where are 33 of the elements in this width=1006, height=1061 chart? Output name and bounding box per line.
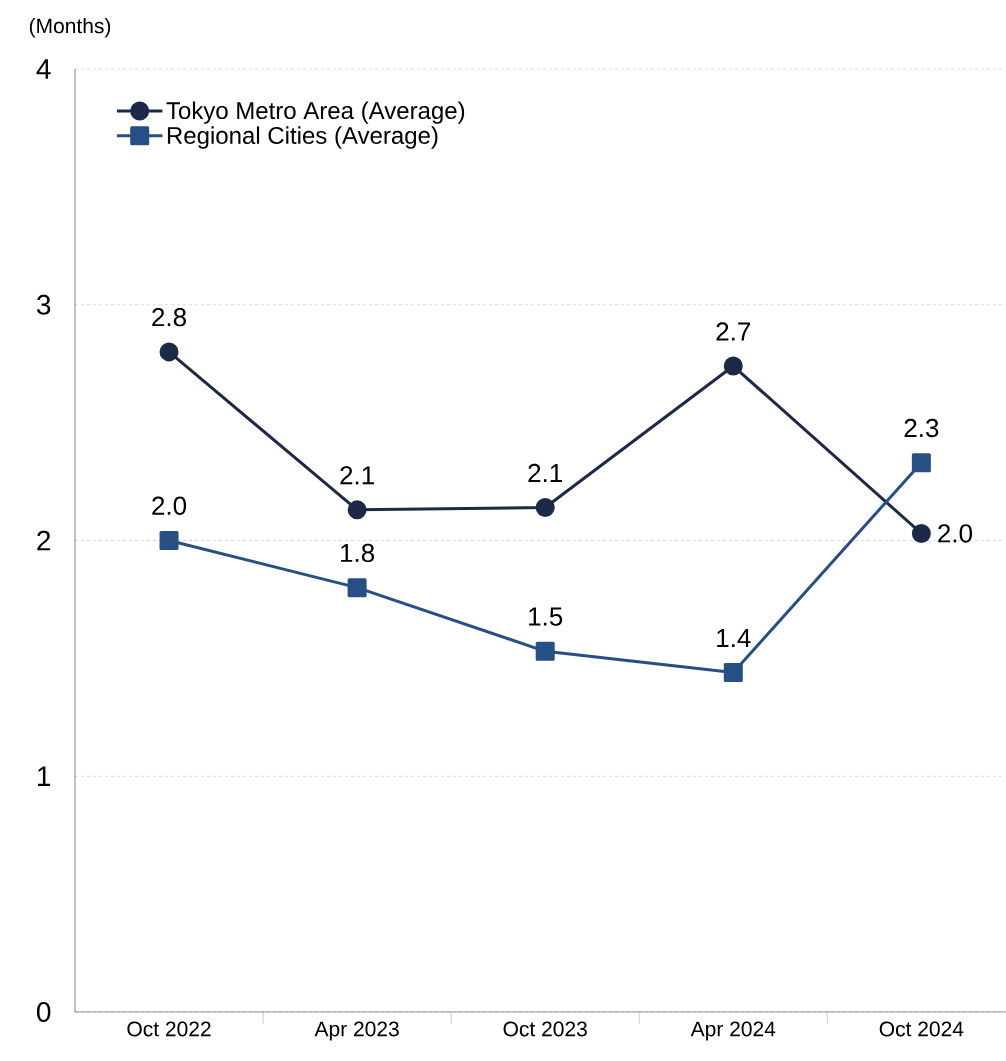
point	[535, 497, 555, 517]
point	[911, 523, 931, 543]
data-label: 2.7	[716, 322, 751, 341]
data-label: 2.8	[152, 307, 186, 327]
data-label: 1.5	[529, 607, 563, 626]
point	[159, 531, 179, 550]
x-tick-label: Oct 2024	[879, 1021, 964, 1037]
data-label: 2.3	[904, 418, 939, 438]
data-label: 1.4	[717, 629, 751, 647]
point	[723, 356, 743, 376]
point	[911, 453, 931, 473]
y-tick-label: 1	[38, 766, 51, 786]
point	[723, 663, 743, 683]
y-tick-label: 2	[37, 530, 51, 551]
y-tick-label: 0	[36, 1002, 51, 1022]
x-tick-label: Apr 2024	[690, 1021, 776, 1041]
x-tick-label: Oct 2023	[503, 1021, 587, 1037]
data-label: 1.8	[341, 543, 375, 563]
x-tick-label: Apr 2023	[314, 1021, 399, 1041]
y-tick-label: 3	[36, 294, 51, 315]
data-label: 2.1	[528, 463, 562, 482]
y-axis-title: (Months)	[29, 17, 111, 38]
point	[347, 500, 367, 520]
y-tick-label: 4	[36, 59, 51, 79]
legend-label: Regional Cities (Average)	[167, 126, 438, 149]
legend-label: Tokyo Metro Area (Average)	[166, 101, 465, 124]
data-label: 2.0	[938, 524, 973, 543]
x-tick-label: Oct 2022	[127, 1021, 211, 1037]
point	[159, 342, 179, 362]
point	[347, 578, 367, 598]
data-label: 2.1	[340, 466, 374, 485]
point	[535, 641, 555, 661]
data-label: 2.0	[152, 496, 187, 515]
